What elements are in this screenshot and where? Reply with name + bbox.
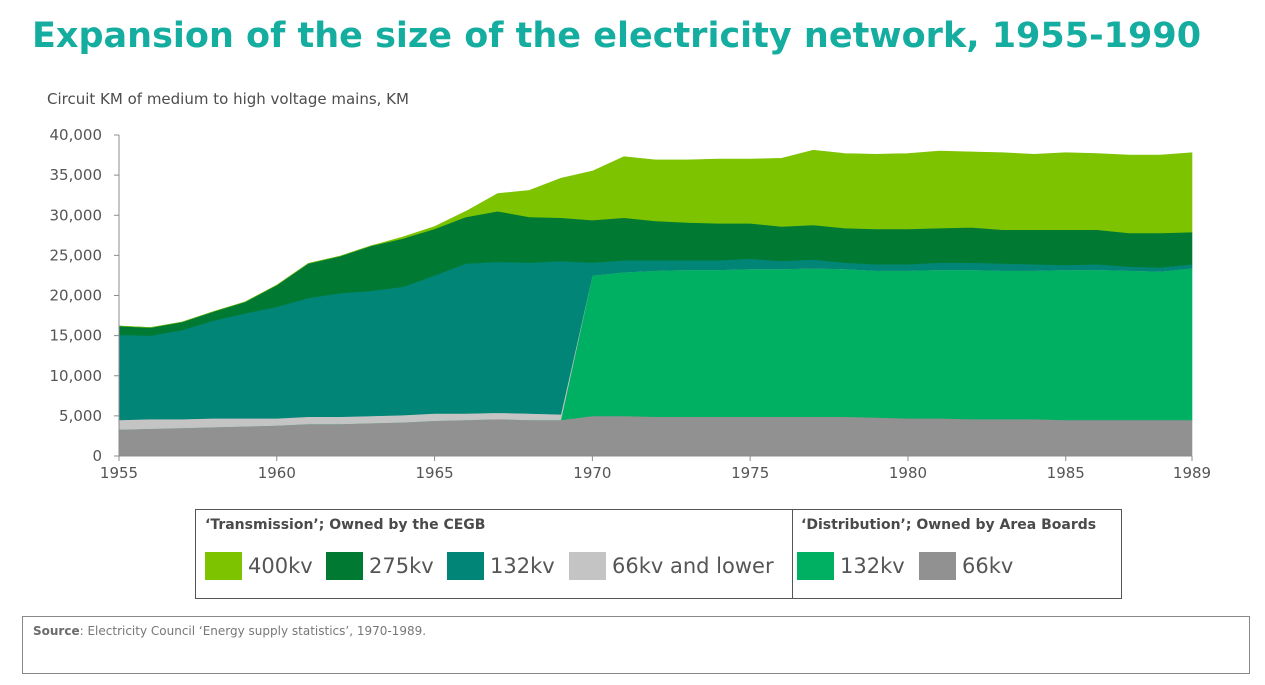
x-tick-label: 1975 bbox=[731, 464, 769, 482]
legend-swatch-275kv bbox=[326, 552, 363, 580]
area-layers bbox=[118, 149, 1193, 457]
legend-transmission-title: ‘Transmission’; Owned by the CEGB bbox=[205, 517, 486, 533]
chart-title: Expansion of the size of the electricity… bbox=[32, 16, 1202, 56]
y-tick-label: 40,000 bbox=[50, 126, 103, 144]
y-tick-label: 30,000 bbox=[50, 206, 103, 224]
y-tick-label: 25,000 bbox=[50, 246, 103, 264]
x-tick-label: 1960 bbox=[258, 464, 296, 482]
y-tick-label: 15,000 bbox=[50, 327, 103, 345]
legend-swatch-400kv bbox=[205, 552, 242, 580]
axes: 0 5,000 10,000 15,000 20,000 25,000 30,000 35,0… bbox=[50, 126, 1212, 482]
legend-label-distribution-132kv: 132kv bbox=[840, 554, 905, 578]
area-transmission-400kv bbox=[118, 149, 1193, 328]
x-tick-label: 1965 bbox=[415, 464, 453, 482]
legend-item-66kv: 66kv bbox=[919, 552, 1013, 580]
legend-item-distribution-132kv: 132kv bbox=[797, 552, 905, 580]
legend-label-transmission-132kv: 132kv bbox=[490, 554, 555, 578]
legend-item-400kv: 400kv bbox=[205, 552, 313, 580]
y-tick-label: 20,000 bbox=[50, 287, 103, 305]
x-tick-label: 1989 bbox=[1173, 464, 1211, 482]
legend-divider bbox=[792, 510, 793, 598]
source-note: Source: Electricity Council ‘Energy supp… bbox=[22, 616, 1250, 674]
legend-swatch-66kv bbox=[919, 552, 956, 580]
source-text: Source: Electricity Council ‘Energy supp… bbox=[33, 624, 426, 638]
legend: ‘Transmission’; Owned by the CEGB ‘Distr… bbox=[195, 509, 1122, 599]
source-citation: : Electricity Council ‘Energy supply sta… bbox=[79, 624, 427, 638]
legend-distribution-title: ‘Distribution’; Owned by Area Boards bbox=[801, 517, 1097, 533]
y-tick-label: 0 bbox=[92, 447, 102, 465]
source-label: Source bbox=[33, 624, 80, 638]
x-tick-label: 1980 bbox=[889, 464, 927, 482]
x-tick-label: 1985 bbox=[1047, 464, 1085, 482]
legend-label-275kv: 275kv bbox=[369, 554, 434, 578]
x-tick-label: 1955 bbox=[100, 464, 138, 482]
legend-label-66kv: 66kv bbox=[962, 554, 1014, 578]
legend-label-400kv: 400kv bbox=[248, 554, 313, 578]
y-tick-label: 5,000 bbox=[59, 407, 102, 425]
legend-swatch-distribution-132kv bbox=[797, 552, 834, 580]
y-tick-label: 10,000 bbox=[50, 367, 103, 385]
legend-item-275kv: 275kv bbox=[326, 552, 434, 580]
legend-swatch-transmission-132kv bbox=[447, 552, 484, 580]
legend-item-transmission-132kv: 132kv bbox=[447, 552, 555, 580]
legend-label-66kv-and-lower: 66kv and lower bbox=[612, 554, 774, 578]
legend-swatch-66kv-and-lower bbox=[569, 552, 606, 580]
x-tick-label: 1970 bbox=[573, 464, 611, 482]
legend-item-66kv-and-lower: 66kv and lower bbox=[569, 552, 774, 580]
y-tick-label: 35,000 bbox=[50, 166, 103, 184]
area-chart: 0 5,000 10,000 15,000 20,000 25,000 30,000 35,0… bbox=[50, 126, 1212, 482]
y-axis-label: Circuit KM of medium to high voltage mai… bbox=[47, 90, 409, 108]
